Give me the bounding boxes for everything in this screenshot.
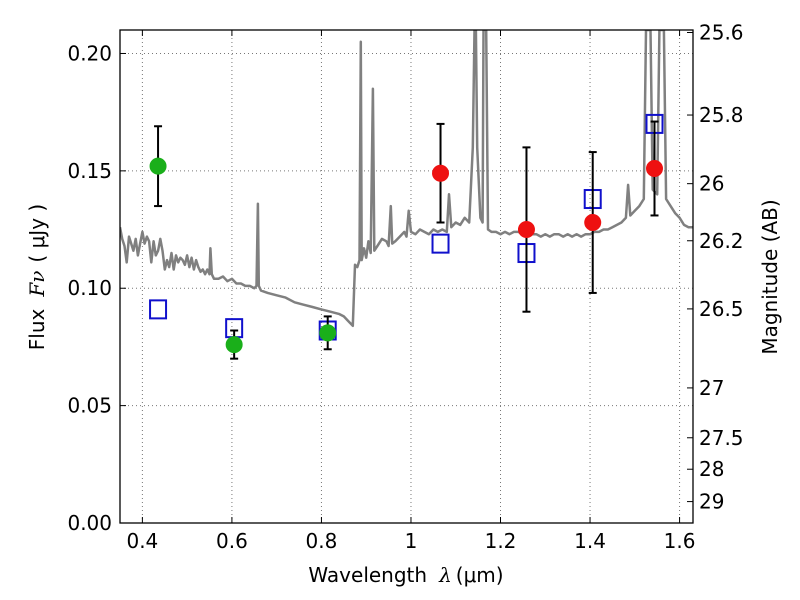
green-circle-marker — [225, 336, 243, 354]
x-tick-label: 1.2 — [485, 529, 517, 553]
x-tick-label: 1.4 — [574, 529, 606, 553]
plot-frame — [119, 29, 694, 524]
y-tick-label: 0.05 — [67, 394, 112, 418]
x-tick-label: 1 — [405, 529, 418, 553]
y2-axis-ticks: 25.6 25.8 26 26.2 26.5 27 27.5 28 29 — [687, 21, 744, 514]
green-circle-marker — [149, 157, 167, 175]
y2-tick-label: 29 — [699, 490, 724, 514]
x-tick-label: 0.4 — [126, 529, 158, 553]
red-circle-marker — [432, 164, 450, 182]
data-points — [149, 113, 664, 360]
x-axis-ticks: 0.4 0.6 0.8 1 1.2 1.4 1.6 — [126, 30, 695, 553]
y2-tick-label: 26 — [699, 172, 724, 196]
model-spectrum — [120, 30, 693, 328]
y2-tick-label: 25.8 — [699, 103, 744, 127]
x-tick-label: 1.6 — [664, 529, 696, 553]
green-circle-marker — [319, 324, 337, 342]
y-tick-label: 0.20 — [67, 41, 112, 65]
x-axis-title: Wavelength λ (μm) — [308, 563, 503, 587]
y-axis-title: FluxFν( μJy ) — [25, 204, 49, 350]
red-circle-marker — [584, 214, 602, 232]
red-circle-marker — [517, 221, 535, 239]
model-spectrum-line — [120, 30, 693, 328]
x-tick-label: 0.6 — [216, 529, 248, 553]
y2-axis-title: Magnitude (AB) — [758, 199, 782, 354]
y2-tick-label: 25.6 — [699, 21, 744, 45]
x-tick-label: 0.8 — [306, 529, 338, 553]
y-tick-label: 0.10 — [67, 276, 112, 300]
y-tick-label: 0.00 — [67, 511, 112, 535]
red-circle-marker — [646, 160, 664, 178]
y2-tick-label: 26.2 — [699, 229, 744, 253]
y2-tick-label: 27 — [699, 376, 724, 400]
y2-tick-label: 28 — [699, 457, 724, 481]
grid-lines — [120, 30, 693, 524]
y2-tick-label: 27.5 — [699, 426, 744, 450]
y-axis-ticks: 0.00 0.05 0.10 0.15 0.20 — [67, 41, 126, 535]
model-square-marker — [149, 299, 168, 320]
model-square-marker — [431, 233, 450, 254]
y2-tick-label: 26.5 — [699, 297, 744, 321]
y-tick-label: 0.15 — [67, 159, 112, 183]
